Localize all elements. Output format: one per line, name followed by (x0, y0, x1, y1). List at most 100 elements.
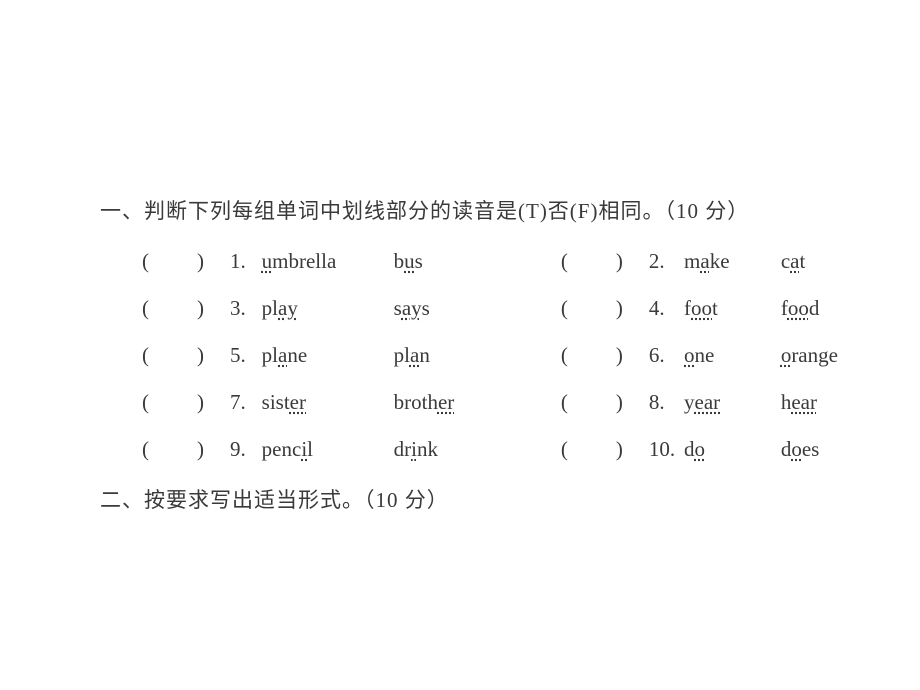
word: umbrella (262, 249, 394, 274)
word-prefix: penc (262, 437, 302, 461)
word-suffix: es (802, 437, 820, 461)
word-prefix: d (781, 437, 792, 461)
answer-blank[interactable]: () (142, 390, 230, 415)
underlined-letters: ear (791, 390, 817, 414)
word: drink (394, 437, 526, 462)
word-suffix: ke (710, 249, 730, 273)
underlined-letters: ay (278, 296, 298, 320)
word-suffix: d (809, 296, 820, 320)
word-suffix: range (791, 343, 838, 367)
word-suffix: n (419, 343, 430, 367)
word: make (684, 249, 781, 274)
answer-blank[interactable]: () (561, 296, 649, 321)
underlined-letters: oo (691, 296, 712, 320)
word: brother (394, 390, 526, 415)
question-number: 3. (230, 296, 262, 321)
underlined-letters: o (781, 343, 792, 367)
word-prefix: b (394, 249, 405, 273)
answer-blank[interactable]: () (142, 343, 230, 368)
underlined-letters: a (410, 343, 419, 367)
answer-blank[interactable]: () (561, 249, 649, 274)
paren-right-icon: ) (616, 390, 623, 415)
question-row: ()3.playsays()4.footfood (142, 296, 860, 321)
word: orange (781, 343, 860, 368)
question-number: 6. (649, 343, 684, 368)
underlined-letters: a (700, 249, 709, 273)
answer-blank[interactable]: () (561, 437, 649, 462)
word-prefix: pl (262, 296, 278, 320)
underlined-letters: o (684, 343, 695, 367)
paren-left-icon: ( (561, 343, 568, 368)
underlined-letters: er (290, 390, 306, 414)
question-row: ()7.sisterbrother()8.yearhear (142, 390, 860, 415)
word: plan (394, 343, 526, 368)
section-1-heading: 一、判断下列每组单词中划线部分的读音是(T)否(F)相同。（10 分） (100, 195, 860, 225)
underlined-letters: u (262, 249, 273, 273)
question-number: 8. (649, 390, 684, 415)
word: does (781, 437, 860, 462)
word-prefix: pl (262, 343, 278, 367)
underlined-letters: a (278, 343, 287, 367)
word-prefix: dr (394, 437, 412, 461)
question-number: 1. (230, 249, 262, 274)
word-suffix: t (712, 296, 718, 320)
question-rows: ()1.umbrellabus()2.makecat()3.playsays()… (100, 249, 860, 462)
paren-right-icon: ) (197, 296, 204, 321)
word: hear (781, 390, 860, 415)
worksheet-page: 一、判断下列每组单词中划线部分的读音是(T)否(F)相同。（10 分） ()1.… (0, 0, 920, 690)
question-number: 10. (649, 437, 684, 462)
word-suffix: ne (695, 343, 715, 367)
question-number: 5. (230, 343, 262, 368)
underlined-letters: u (404, 249, 415, 273)
paren-left-icon: ( (561, 437, 568, 462)
word-prefix: sist (262, 390, 290, 414)
section-2-heading: 二、按要求写出适当形式。（10 分） (100, 484, 860, 514)
underlined-letters: o (695, 437, 706, 461)
paren-left-icon: ( (142, 249, 149, 274)
word-prefix: s (394, 296, 402, 320)
paren-right-icon: ) (616, 343, 623, 368)
word-suffix: s (415, 249, 423, 273)
word-prefix: f (781, 296, 788, 320)
word: one (684, 343, 781, 368)
word-suffix: ne (287, 343, 307, 367)
paren-left-icon: ( (142, 390, 149, 415)
answer-blank[interactable]: () (142, 437, 230, 462)
question-number: 7. (230, 390, 262, 415)
word: year (684, 390, 781, 415)
word: foot (684, 296, 781, 321)
paren-right-icon: ) (197, 390, 204, 415)
paren-left-icon: ( (561, 390, 568, 415)
word-prefix: pl (394, 343, 410, 367)
word-prefix: h (781, 390, 792, 414)
question-number: 4. (649, 296, 684, 321)
underlined-letters: er (438, 390, 454, 414)
question-row: ()9.pencildrink()10.dodoes (142, 437, 860, 462)
word-suffix: s (422, 296, 430, 320)
word-prefix: y (684, 390, 695, 414)
underlined-letters: ear (695, 390, 721, 414)
paren-left-icon: ( (561, 249, 568, 274)
word-suffix: l (307, 437, 313, 461)
question-row: ()5.planeplan()6.oneorange (142, 343, 860, 368)
word: cat (781, 249, 860, 274)
underlined-letters: oo (788, 296, 809, 320)
underlined-letters: ay (402, 296, 422, 320)
word-prefix: c (781, 249, 790, 273)
answer-blank[interactable]: () (142, 296, 230, 321)
word-prefix: f (684, 296, 691, 320)
question-row: ()1.umbrellabus()2.makecat (142, 249, 860, 274)
word-prefix: m (684, 249, 700, 273)
word: pencil (262, 437, 394, 462)
word-prefix: d (684, 437, 695, 461)
word: bus (394, 249, 526, 274)
word: food (781, 296, 860, 321)
answer-blank[interactable]: () (561, 390, 649, 415)
paren-right-icon: ) (616, 296, 623, 321)
underlined-letters: o (791, 437, 802, 461)
answer-blank[interactable]: () (561, 343, 649, 368)
word: sister (262, 390, 394, 415)
answer-blank[interactable]: () (142, 249, 230, 274)
question-number: 2. (649, 249, 684, 274)
paren-left-icon: ( (142, 343, 149, 368)
